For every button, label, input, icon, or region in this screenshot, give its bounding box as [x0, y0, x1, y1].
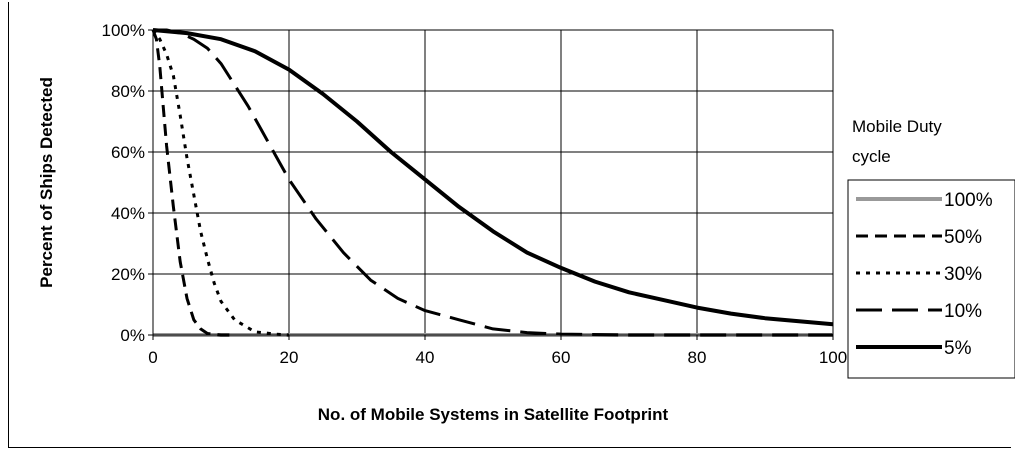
series-lines — [151, 28, 834, 337]
x-tick-label: 100 — [819, 348, 847, 367]
y-axis-title: Percent of Ships Detected — [37, 77, 56, 288]
y-tick-label: 40% — [111, 204, 145, 223]
x-tick-label: 60 — [552, 348, 571, 367]
series-line-5pct — [152, 28, 834, 327]
legend-label: 10% — [944, 301, 982, 322]
y-tick-label: 0% — [120, 326, 145, 345]
legend-label: 50% — [944, 227, 982, 248]
x-tick-label: 40 — [416, 348, 435, 367]
series-line-30pct — [151, 29, 290, 337]
legend-label: 30% — [944, 264, 982, 285]
y-tick-label: 100% — [102, 21, 145, 40]
x-tick-label: 0 — [148, 348, 157, 367]
y-tick-label: 60% — [111, 143, 145, 162]
axes: 0% 20% 40% 60% 80% 100% 0 20 40 60 80 100 — [102, 21, 848, 367]
x-tick-label: 20 — [280, 348, 299, 367]
x-axis-title: No. of Mobile Systems in Satellite Footp… — [318, 405, 669, 424]
grid-lines — [152, 29, 834, 336]
legend-title-line-1: Mobile Duty — [852, 117, 942, 136]
legend-title-line-2: cycle — [852, 147, 891, 166]
y-tick-label: 20% — [111, 265, 145, 284]
legend-label: 100% — [944, 190, 993, 211]
x-tick-label: 80 — [688, 348, 707, 367]
series-line-10pct — [153, 28, 833, 337]
y-tick-label: 80% — [111, 82, 145, 101]
chart-frame — [8, 2, 1011, 448]
legend-label: 5% — [944, 338, 972, 359]
legend: Mobile Duty cycle 100% 50% 30% 10% 5% — [847, 117, 1015, 379]
series-line-50pct — [151, 29, 235, 337]
plot-area — [152, 29, 834, 336]
